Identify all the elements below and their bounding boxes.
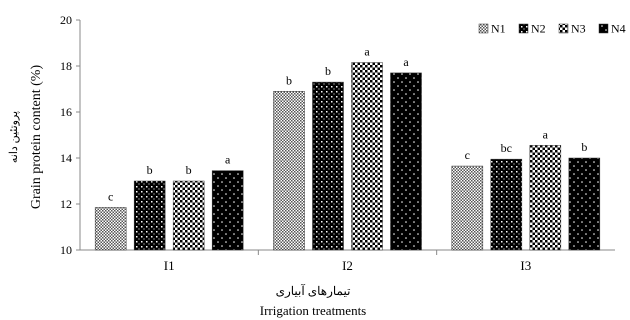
legend-swatch-n3	[558, 23, 569, 34]
bar-significance-letter: b	[186, 163, 192, 177]
plot-area: 10 12 14 16 18 20 c b b a I1 b b a a I2 c bc a b I3	[60, 13, 615, 273]
legend-label-n4: N4	[611, 22, 626, 36]
bar-n3-i2	[351, 62, 383, 251]
bar-n4-i1	[211, 170, 244, 251]
bar-n4-i2	[390, 72, 422, 251]
x-axis-title: Irrigation treatments	[260, 303, 367, 318]
bar-significance-letter: a	[225, 153, 231, 167]
bar-significance-letter: c	[465, 148, 470, 162]
bar-n2-i3	[490, 158, 523, 251]
bar-n1-i2	[273, 91, 305, 251]
x-tick-label: I3	[520, 258, 531, 273]
legend-swatch-n2	[518, 23, 529, 34]
bar-significance-letter: c	[108, 189, 113, 203]
y-tick-label: 16	[60, 105, 72, 119]
y-tick-label: 14	[60, 151, 72, 165]
x-tick-label: I1	[164, 258, 175, 273]
bar-n3-i3	[529, 145, 562, 251]
bar-significance-letter: a	[543, 127, 549, 141]
bar-significance-letter: b	[147, 163, 153, 177]
bar-significance-letter: a	[403, 55, 409, 69]
legend-label-n1: N1	[491, 22, 506, 36]
legend-swatch-n1	[478, 23, 489, 34]
legend-swatch-n4	[598, 23, 609, 34]
x-tick-label: I2	[342, 258, 353, 273]
bar-significance-letter: a	[364, 45, 370, 59]
x-axis-title-persian: تیمارهای آبیاری	[276, 283, 351, 298]
bar-n2-i1	[133, 180, 166, 251]
bar-significance-letter: b	[286, 73, 292, 87]
bar-significance-letter: b	[325, 64, 331, 78]
bar-significance-letter: bc	[501, 141, 512, 155]
y-tick-label: 18	[60, 59, 72, 73]
bar-n1-i1	[94, 207, 127, 251]
legend-label-n3: N3	[571, 22, 586, 36]
y-tick-label: 10	[60, 243, 72, 257]
bar-significance-letter: b	[581, 140, 587, 154]
bar-n1-i3	[451, 165, 484, 251]
legend-label-n2: N2	[531, 22, 546, 36]
y-tick-label: 20	[60, 13, 72, 27]
y-axis-title-persian: پروتئین دانه	[8, 111, 20, 163]
bar-n4-i3	[568, 157, 601, 251]
bar-n3-i1	[172, 180, 205, 251]
legend: N1 N2 N3 N4	[478, 22, 626, 36]
y-tick-label: 12	[60, 197, 72, 211]
bar-n2-i2	[312, 81, 344, 251]
y-axis-title: Grain protein content (%)	[29, 65, 44, 210]
